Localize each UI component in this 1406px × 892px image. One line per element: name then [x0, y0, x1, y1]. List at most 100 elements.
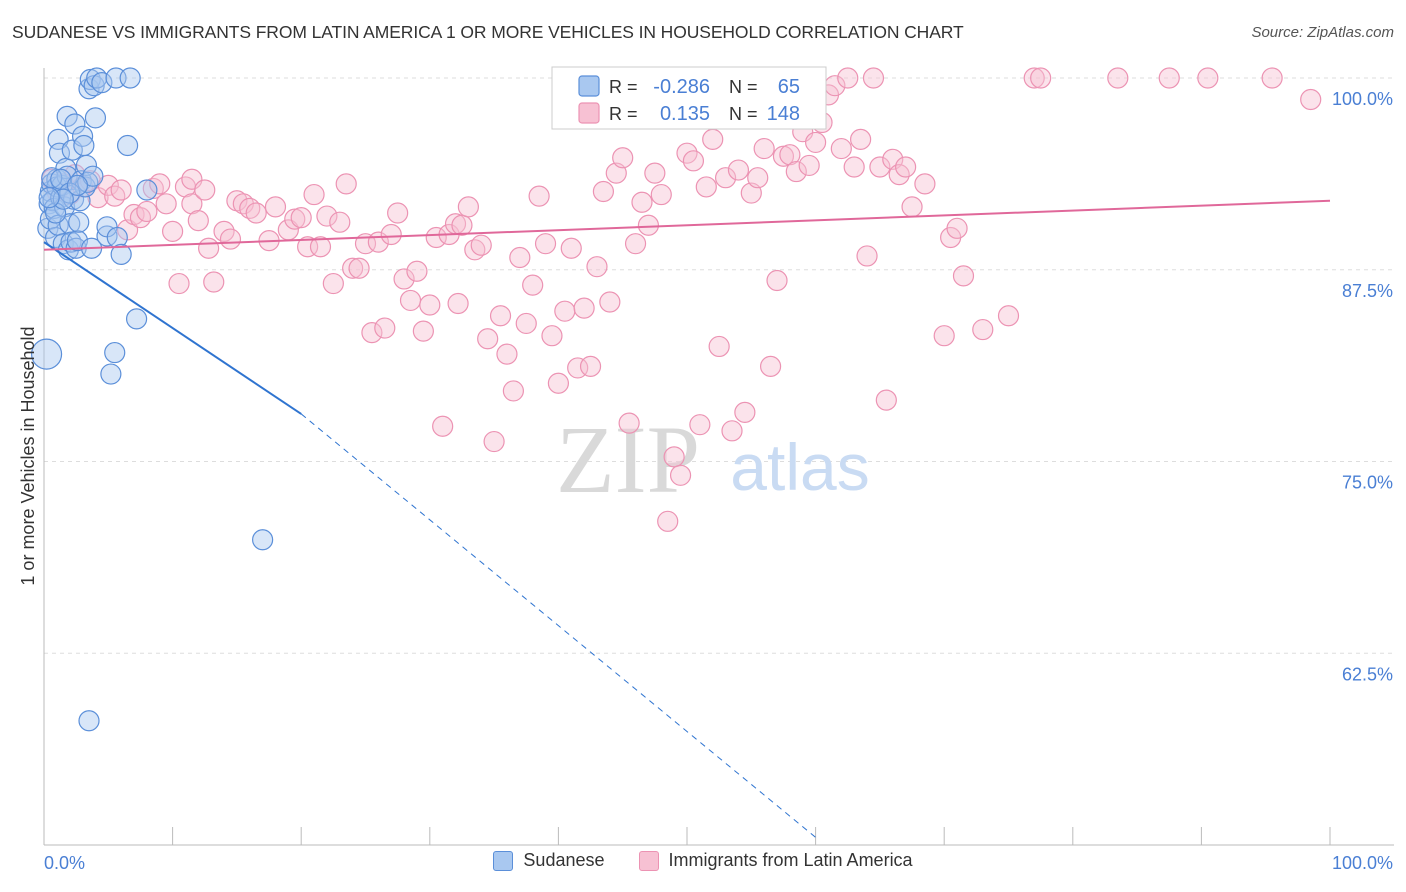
- x-tick-label: 100.0%: [1332, 853, 1393, 873]
- pink-point: [168, 272, 190, 295]
- pink-point: [219, 228, 242, 250]
- pink-point: [380, 223, 402, 246]
- pink-point: [451, 214, 473, 236]
- pink-point: [447, 292, 469, 315]
- blue-point: [68, 211, 90, 233]
- legend-label-sudanese: Sudanese: [523, 850, 605, 870]
- bottom-legend: Sudanese Immigrants from Latin America: [0, 850, 1406, 871]
- pink-point: [933, 325, 955, 347]
- n-value: 148: [767, 103, 800, 125]
- pink-point: [387, 202, 409, 224]
- pink-point: [875, 389, 897, 411]
- pink-point: [264, 196, 287, 218]
- pink-point: [198, 237, 220, 259]
- pink-point: [110, 179, 132, 201]
- pink-point: [759, 355, 782, 377]
- pink-point: [297, 236, 319, 258]
- r-value: -0.286: [653, 76, 710, 98]
- x-tick-label: 0.0%: [44, 853, 85, 873]
- pink-point: [406, 260, 428, 282]
- stats-swatch: [578, 102, 600, 124]
- blue-point: [66, 174, 89, 196]
- blue-point: [75, 154, 98, 177]
- pink-point: [162, 220, 184, 242]
- pink-point: [322, 272, 344, 295]
- trend-lines: [43, 199, 1331, 838]
- n-value: 65: [778, 76, 800, 98]
- pink-point: [399, 289, 422, 312]
- blue-point: [73, 134, 95, 157]
- gridlines: [44, 77, 1394, 654]
- blue-point: [56, 105, 78, 127]
- pink-point: [1261, 67, 1283, 89]
- latin-america-trend-line: [43, 199, 1331, 251]
- pink-point: [284, 208, 306, 230]
- pink-point: [669, 464, 692, 486]
- blue-point: [30, 338, 63, 370]
- pink-point: [644, 162, 666, 184]
- blue-series-points: [30, 67, 274, 732]
- pink-point: [1197, 67, 1219, 89]
- pink-point: [573, 297, 595, 319]
- blue-point: [125, 308, 148, 330]
- pink-point: [136, 200, 158, 223]
- pink-point: [895, 156, 917, 178]
- pink-point: [348, 257, 370, 279]
- pink-point: [972, 318, 994, 341]
- blue-point: [119, 67, 141, 89]
- pink-point: [1158, 67, 1180, 89]
- watermark-zip: ZIP: [556, 406, 700, 513]
- pink-point: [952, 265, 975, 287]
- pink-point: [624, 233, 647, 255]
- n-label: N =: [729, 104, 758, 124]
- pink-point: [695, 176, 717, 198]
- pink-point: [528, 185, 550, 207]
- pink-point: [772, 145, 795, 167]
- pink-point: [856, 245, 878, 267]
- pink-point: [97, 174, 119, 196]
- pink-point: [554, 300, 576, 322]
- pink-point: [612, 147, 634, 169]
- pink-point: [374, 317, 396, 339]
- pink-point: [335, 173, 357, 195]
- legend-label-latin-america: Immigrants from Latin America: [668, 850, 913, 870]
- pink-point: [412, 320, 434, 342]
- blue-point: [110, 243, 132, 266]
- pink-point: [997, 305, 1020, 327]
- pink-point: [515, 312, 537, 335]
- legend-swatch-blue: [493, 850, 514, 871]
- r-label: R =: [609, 77, 638, 97]
- pink-point: [689, 414, 711, 436]
- pink-point: [541, 325, 563, 347]
- pink-point: [599, 291, 621, 313]
- pink-point: [785, 160, 807, 183]
- blue-point: [104, 341, 126, 364]
- pink-point: [721, 420, 743, 442]
- pink-point: [1107, 67, 1129, 89]
- blue-point: [64, 113, 86, 135]
- stats-legend: R = -0.286 N = 65 R = 0.135 N = 148: [551, 66, 827, 130]
- pink-point: [637, 214, 660, 236]
- pink-point: [946, 217, 968, 239]
- blue-point: [116, 134, 139, 157]
- pink-point: [155, 193, 177, 215]
- legend-item-latin-america[interactable]: Immigrants from Latin America: [638, 850, 913, 871]
- pink-point: [534, 233, 557, 255]
- y-tick-label: 62.5%: [1342, 664, 1393, 684]
- pink-point: [502, 380, 524, 402]
- n-label: N =: [729, 77, 758, 97]
- pink-point: [149, 173, 171, 195]
- y-tick-label: 75.0%: [1342, 473, 1393, 493]
- pink-point: [714, 167, 737, 189]
- blue-point: [136, 179, 158, 201]
- pink-point: [734, 401, 756, 424]
- pink-point: [850, 128, 872, 150]
- pink-point: [393, 268, 415, 290]
- legend-item-sudanese[interactable]: Sudanese: [493, 850, 605, 871]
- pink-point: [309, 236, 332, 258]
- pink-point: [753, 137, 775, 160]
- source-label: Source: ZipAtlas.com: [1251, 24, 1394, 41]
- blue-point: [252, 529, 274, 551]
- pink-point: [560, 237, 582, 259]
